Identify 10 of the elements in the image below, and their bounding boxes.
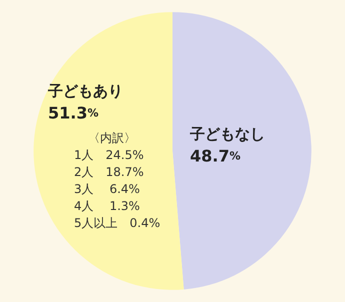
slice-label: 子どもなし [189,125,265,143]
slice-label: 子どもあり [47,82,123,100]
text: 5人以上 0.4% [74,216,160,230]
text: 〈内訳〉 [88,131,136,145]
data-label: 51.3% [48,104,99,122]
text: 1人 24.5% [74,148,144,162]
text: 2人 18.7% [74,165,144,179]
text: 3人 6.4% [74,182,140,196]
text: 4人 1.3% [74,199,140,213]
data-label: 48.7% [190,146,241,166]
